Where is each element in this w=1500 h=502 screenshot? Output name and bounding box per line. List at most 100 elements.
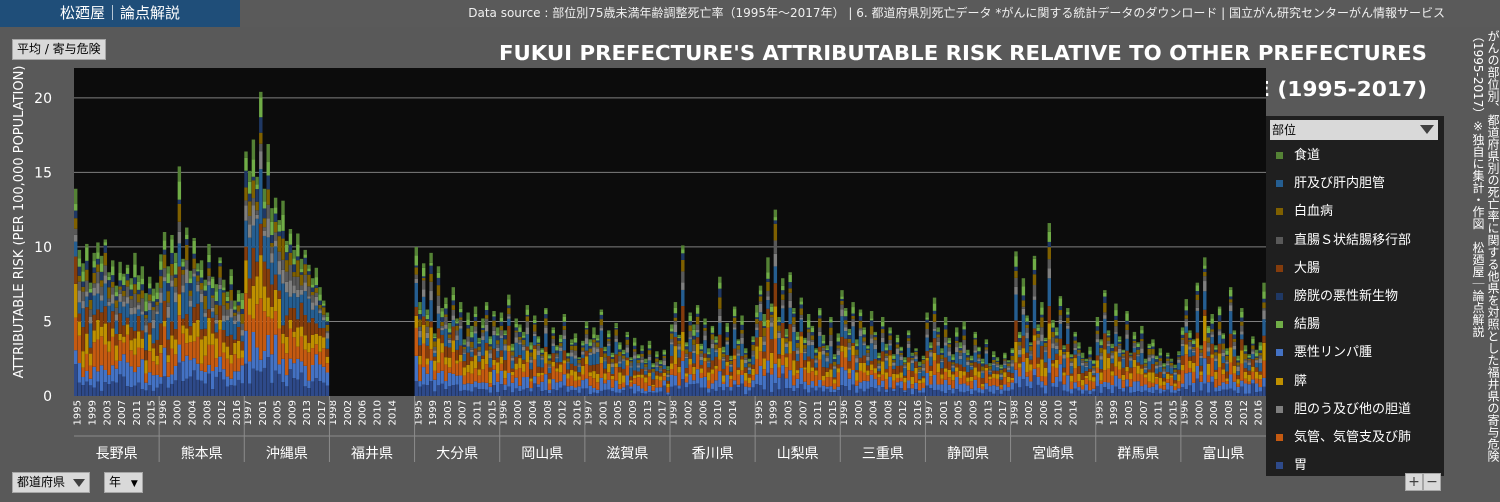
bar-segment [444,357,448,365]
bar-segment [1029,355,1033,360]
bar-segment [507,325,511,346]
bar-segment [681,282,685,290]
legend-item[interactable]: 大腸 [1276,259,1320,279]
bar-segment [966,377,970,382]
bar-segment [992,363,996,365]
bar-segment [958,370,963,379]
legend-item[interactable]: 悪性リンパ腫 [1276,343,1372,363]
bar-segment [703,357,707,362]
bar-segment [255,214,259,219]
bar-segment [855,358,859,363]
collapse-button[interactable]: − [1423,473,1441,491]
bar-segment [966,381,970,386]
bar-segment [903,367,907,376]
bar-segment [488,367,493,372]
bar-segment [581,357,585,366]
bar-segment [792,375,796,386]
legend-item[interactable]: 食道 [1276,146,1320,166]
bar-segment [85,247,89,261]
bar-segment [1158,352,1163,356]
value-field-button[interactable]: 平均 / 寄与危険 [12,39,106,60]
bar-segment [940,362,944,369]
year-filter-button[interactable]: 年 ▼ [104,472,143,493]
legend-item[interactable]: 肝及び肝内胆管 [1276,174,1385,194]
bar-segment [1221,333,1225,335]
bar-segment [1006,372,1011,377]
bar-segment [218,266,222,278]
bar-segment [225,315,230,321]
legend-item[interactable]: 直腸Ｓ状結腸移行部 [1276,231,1411,251]
bar-segment [144,293,148,302]
x-tick-label: 2006 [698,400,709,425]
bar-segment [1032,258,1037,270]
bar-segment [188,326,193,336]
legend-item[interactable]: 膵 [1276,372,1307,392]
bar-segment [892,358,896,361]
bar-segment [1228,374,1233,389]
bar-segment [473,331,478,334]
legend-filter-button[interactable]: 部位 [1270,120,1438,140]
bar-segment [573,358,578,366]
bar-segment [992,370,996,374]
bar-segment [122,376,126,396]
bar-segment [173,274,178,278]
bar-segment [151,328,156,344]
x-tick-label: 2015 [1169,400,1180,425]
legend-item[interactable]: 白血病 [1276,202,1333,222]
bar-segment [499,312,504,318]
expand-button[interactable]: + [1405,473,1423,491]
bar-segment [510,355,515,359]
bar-segment [566,363,570,370]
bar-segment [1106,343,1111,347]
bar-segment [1062,384,1066,391]
bar-segment [1129,355,1133,357]
bar-segment [1129,358,1133,361]
bar-segment [429,327,433,350]
bar-segment [940,368,944,375]
bar-segment [1247,381,1251,385]
bar-segment [629,380,633,383]
prefecture-filter-button[interactable]: 都道府県 [12,472,90,493]
bar-segment [707,392,711,396]
bar-segment [651,368,655,372]
legend-item[interactable]: 気管、気管支及び肺 [1276,428,1411,448]
brand-tab[interactable]: 松廼屋｜論点解説 [0,0,240,27]
bar-segment [688,338,692,352]
bar-segment [140,389,145,396]
bar-segment [673,302,678,308]
bar-segment [781,365,785,374]
bar-segment [1221,356,1225,364]
bar-segment [825,352,829,356]
bar-segment [832,356,837,360]
bar-segment [1084,361,1089,363]
x-tick-label: 2013 [302,400,313,425]
bar-segment [418,381,422,387]
bar-segment [81,385,85,396]
bar-segment [607,333,611,338]
bar-segment [1073,331,1077,334]
bar-segment [710,369,715,374]
legend-item[interactable]: 膀胱の悪性新生物 [1276,287,1398,307]
bar-segment [918,361,922,365]
bar-segment [573,371,578,381]
bar-segment [1243,361,1248,363]
bar-segment [766,319,770,328]
legend-item[interactable]: 胆のう及び他の胆道 [1276,400,1411,420]
bar-segment [962,321,966,327]
bar-segment [695,343,700,355]
bar-segment [322,317,326,321]
bar-segment [618,361,622,364]
bar-segment [784,338,789,343]
bar-segment [1099,339,1103,342]
legend-item[interactable]: 結腸 [1276,315,1320,335]
bar-segment [988,365,992,367]
bar-segment [695,307,700,314]
bar-segment [1014,286,1018,295]
bar-segment [984,342,989,344]
legend-item[interactable]: 胃 [1276,456,1307,476]
bar-segment [707,367,711,373]
bar-segment [303,365,307,387]
bar-segment [714,342,718,345]
bar-segment [1162,373,1166,378]
bar-segment [732,348,737,356]
